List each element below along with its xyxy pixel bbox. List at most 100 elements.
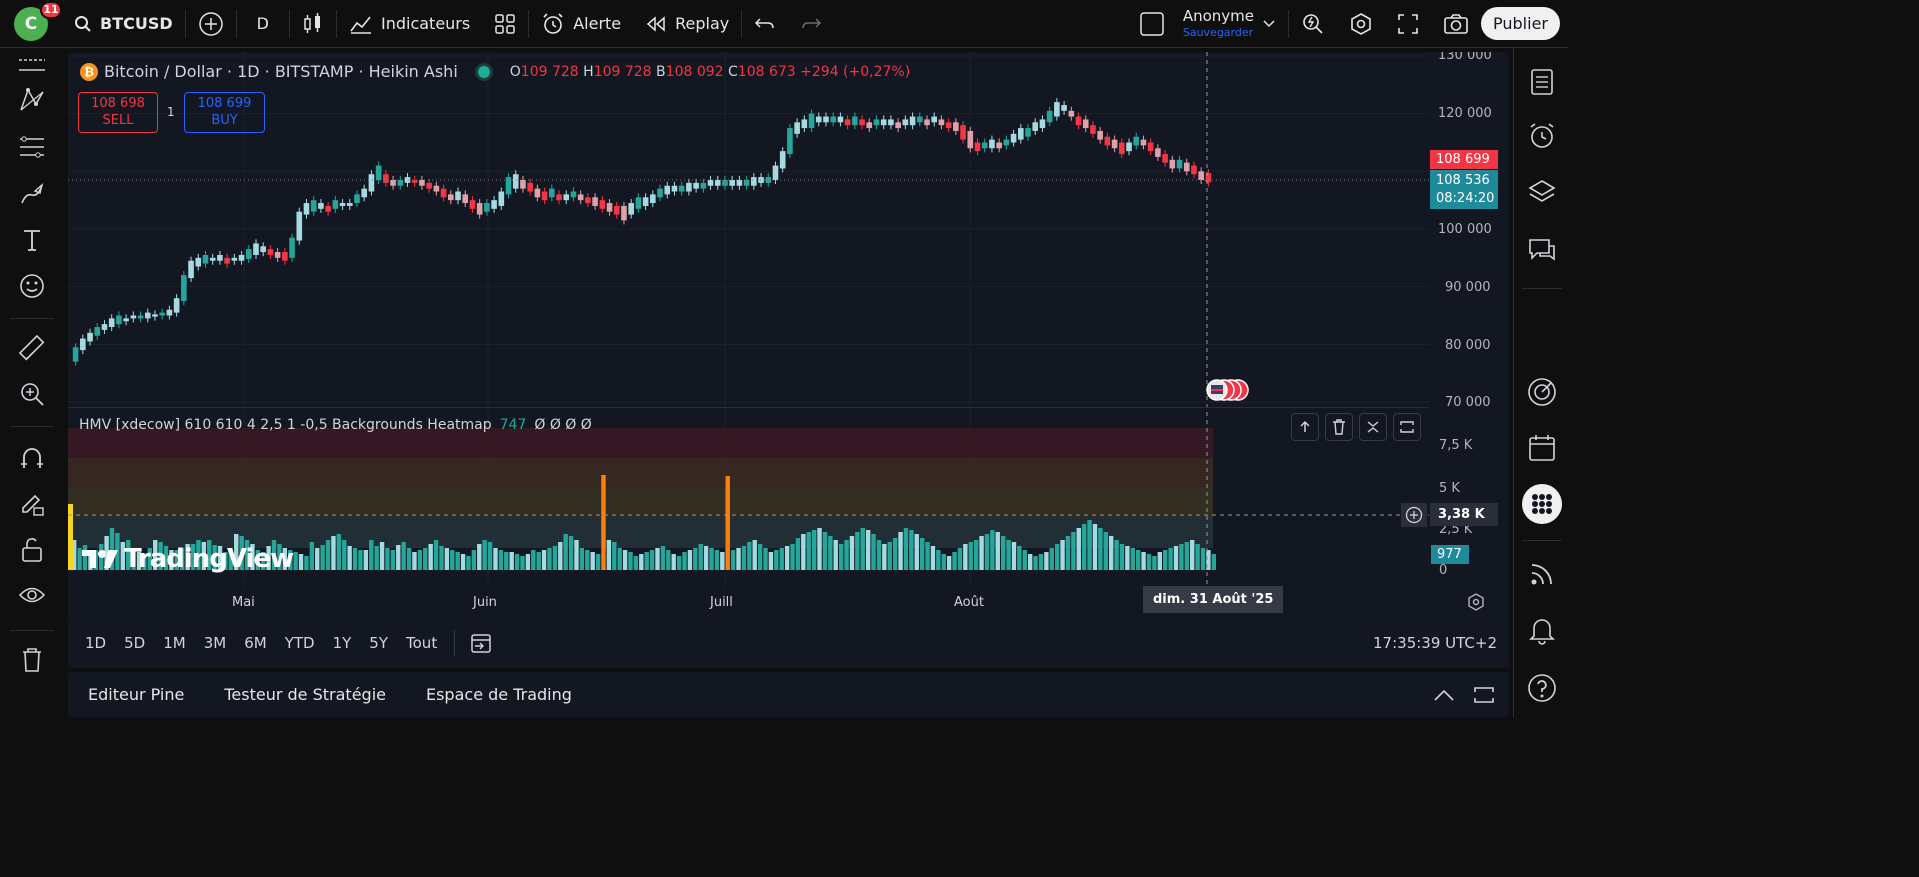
range-ytd-button[interactable]: YTD xyxy=(284,634,315,652)
tab-pine-editor[interactable]: Editeur Pine xyxy=(88,685,185,704)
volume-bar xyxy=(752,540,757,570)
volume-bar xyxy=(806,532,811,570)
lock-drawing-tool[interactable] xyxy=(14,486,50,522)
brush-tool[interactable] xyxy=(14,176,50,212)
chats-button[interactable] xyxy=(1522,230,1562,270)
chevron-down-icon[interactable] xyxy=(1262,19,1276,29)
move-pane-up-button[interactable] xyxy=(1291,413,1319,441)
indicator-legend[interactable]: HMV [xdecow] 610 610 4 2,5 1 -0,5 Backgr… xyxy=(79,417,592,433)
range-5y-button[interactable]: 5Y xyxy=(369,634,389,652)
chart-canvas[interactable] xyxy=(68,52,1509,618)
volume-bar xyxy=(293,552,298,570)
layout-name-button[interactable]: Anonyme Sauvegarder xyxy=(1127,0,1288,48)
buy-button[interactable]: 108 699 BUY xyxy=(184,92,265,133)
range-6m-button[interactable]: 6M xyxy=(244,634,267,652)
range-1m-button[interactable]: 1M xyxy=(163,634,186,652)
range-5d-button[interactable]: 5D xyxy=(124,634,146,652)
range-3m-button[interactable]: 3M xyxy=(203,634,227,652)
add-alert-button[interactable] xyxy=(1401,503,1427,527)
divider xyxy=(335,9,337,38)
candle-body xyxy=(613,205,620,215)
price-axis[interactable]: 130 000 120 000 100 000 90 000 80 000 70… xyxy=(1429,52,1509,618)
last-price: 108 536 xyxy=(1436,173,1490,188)
camera-icon xyxy=(1443,13,1469,35)
zoom-tool[interactable] xyxy=(14,376,50,412)
maximize-pane-button[interactable] xyxy=(1393,413,1421,441)
series-legend[interactable]: ₿ Bitcoin / Dollar · 1D · BITSTAMP · Hei… xyxy=(80,62,910,81)
publish-button[interactable]: Publier xyxy=(1481,7,1560,40)
events-flags[interactable] xyxy=(1206,379,1249,401)
pane-separator[interactable] xyxy=(68,407,1509,408)
time-axis[interactable]: Mai Juin Juill Août dim. 31 Août '25 xyxy=(68,586,1509,618)
candle-body xyxy=(931,116,938,123)
date-range-bar: 1D 5D 1M 3M 6M YTD 1Y 5Y Tout 17:35:39 U… xyxy=(68,618,1509,668)
emoji-tool[interactable] xyxy=(14,268,50,304)
snapshot-button[interactable] xyxy=(1431,0,1481,48)
volume-bar xyxy=(936,550,941,570)
redo-button[interactable] xyxy=(788,0,834,48)
hide-tool[interactable] xyxy=(14,578,50,614)
goto-date-button[interactable] xyxy=(463,631,499,655)
settings-gear-icon[interactable] xyxy=(1467,593,1485,611)
volume-bar xyxy=(865,530,871,570)
lock-all-tool[interactable] xyxy=(14,532,50,568)
timezone-clock[interactable]: 17:35:39 UTC+2 xyxy=(1373,634,1497,652)
ideas-stream-button[interactable] xyxy=(1522,554,1562,594)
candle-body xyxy=(1046,110,1053,123)
volume-bar xyxy=(698,544,703,570)
chart-type-button[interactable] xyxy=(290,0,336,48)
notifications-button[interactable] xyxy=(1522,610,1562,650)
interval-button[interactable]: D xyxy=(237,0,289,48)
volume-bar xyxy=(1211,554,1216,570)
alerts-panel-button[interactable] xyxy=(1522,116,1562,156)
chart-container[interactable]: ₿ Bitcoin / Dollar · 1D · BITSTAMP · Hei… xyxy=(68,52,1509,618)
volume-bar xyxy=(612,542,617,570)
quick-search-button[interactable] xyxy=(1289,0,1337,48)
range-1y-button[interactable]: 1Y xyxy=(332,634,352,652)
volume-bar xyxy=(1162,550,1168,570)
tab-strategy-tester[interactable]: Testeur de Stratégie xyxy=(224,685,386,704)
candle-body xyxy=(361,188,368,198)
collapse-pane-button[interactable] xyxy=(1359,413,1387,441)
indicator-null-values: Ø Ø Ø Ø xyxy=(534,417,592,433)
undo-button[interactable] xyxy=(742,0,788,48)
maximize-panel-icon[interactable] xyxy=(1467,686,1509,704)
range-1d-button[interactable]: 1D xyxy=(85,634,107,652)
magnet-tool[interactable] xyxy=(14,440,50,476)
settings-button[interactable] xyxy=(1337,0,1385,48)
save-link[interactable]: Sauvegarder xyxy=(1182,26,1254,39)
fib-tool[interactable] xyxy=(14,130,50,166)
layouts-button[interactable] xyxy=(482,0,528,48)
pattern-tool[interactable] xyxy=(14,82,50,118)
watchlist-button[interactable] xyxy=(1522,62,1562,102)
delete-pane-button[interactable] xyxy=(1325,413,1353,441)
delete-tool[interactable] xyxy=(14,642,50,678)
volume-bar xyxy=(379,542,385,570)
replay-button[interactable]: Replay xyxy=(633,0,741,48)
fullscreen-button[interactable] xyxy=(1385,0,1431,48)
tab-trading-panel[interactable]: Espace de Trading xyxy=(425,685,572,704)
calendar-button[interactable] xyxy=(1522,428,1562,468)
compare-symbol-button[interactable] xyxy=(186,0,236,48)
volume-bar xyxy=(1179,544,1184,570)
help-button[interactable] xyxy=(1522,668,1562,708)
range-all-button[interactable]: Tout xyxy=(406,634,438,652)
object-tree-button[interactable] xyxy=(1522,172,1562,212)
ruler-tool[interactable] xyxy=(14,330,50,366)
crosshair-tool[interactable] xyxy=(14,48,50,84)
alert-button[interactable]: Alerte xyxy=(529,0,633,48)
candle-body xyxy=(123,318,129,322)
user-avatar[interactable]: C 11 xyxy=(14,0,62,41)
volume-bar xyxy=(288,550,293,570)
volume-bar xyxy=(855,532,860,570)
products-button[interactable] xyxy=(1522,484,1562,524)
indicators-button[interactable]: Indicateurs xyxy=(337,0,482,48)
screener-button[interactable] xyxy=(1522,372,1562,412)
chevron-up-icon[interactable] xyxy=(1421,688,1467,702)
candle-body xyxy=(397,179,404,186)
volume-bar xyxy=(352,548,358,570)
symbol-search-button[interactable]: BTCUSD xyxy=(62,0,185,48)
text-tool[interactable] xyxy=(14,222,50,258)
sell-button[interactable]: 108 698 SELL xyxy=(78,92,158,133)
volume-bar xyxy=(1071,532,1076,570)
